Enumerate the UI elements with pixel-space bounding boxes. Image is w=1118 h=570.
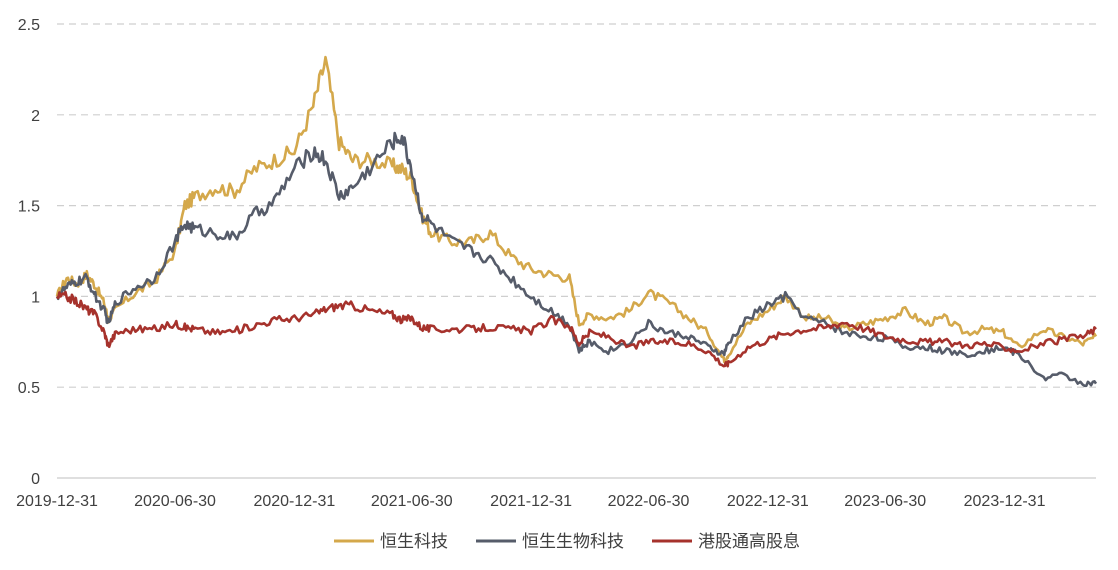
y-tick-label: 2.5 <box>18 17 40 34</box>
x-axis-ticks: 2019-12-31 2020-06-30 2020-12-31 2021-06-30… <box>16 493 1045 510</box>
x-tick-label: 2020-06-30 <box>134 493 216 510</box>
series-line <box>55 290 1097 368</box>
y-tick-label: 1.5 <box>18 199 40 216</box>
y-tick-label: 1 <box>31 289 40 306</box>
series-line <box>55 131 1098 388</box>
y-tick-label: 0 <box>31 471 40 488</box>
x-tick-label: 2021-12-31 <box>490 493 572 510</box>
legend-label: 恒生科技 <box>380 532 448 552</box>
x-tick-label: 2023-06-30 <box>844 493 926 510</box>
x-tick-label: 2022-12-31 <box>727 493 809 510</box>
legend: 恒生科技 恒生生物科技 港股通高股息 <box>334 532 800 552</box>
y-axis-ticks: 0 0.5 1 1.5 2 2.5 <box>18 17 40 488</box>
legend-label: 港股通高股息 <box>698 532 800 552</box>
series-line <box>55 55 1098 364</box>
x-tick-label: 2023-12-31 <box>964 493 1046 510</box>
x-tick-label: 2022-06-30 <box>608 493 690 510</box>
y-tick-label: 2 <box>31 108 40 125</box>
gridlines <box>57 23 1096 388</box>
series-lines <box>55 55 1098 388</box>
x-tick-label: 2019-12-31 <box>16 493 98 510</box>
y-tick-label: 0.5 <box>18 380 40 397</box>
x-tick-label: 2020-12-31 <box>253 493 335 510</box>
x-tick-label: 2021-06-30 <box>371 493 453 510</box>
legend-label: 恒生生物科技 <box>522 532 624 552</box>
